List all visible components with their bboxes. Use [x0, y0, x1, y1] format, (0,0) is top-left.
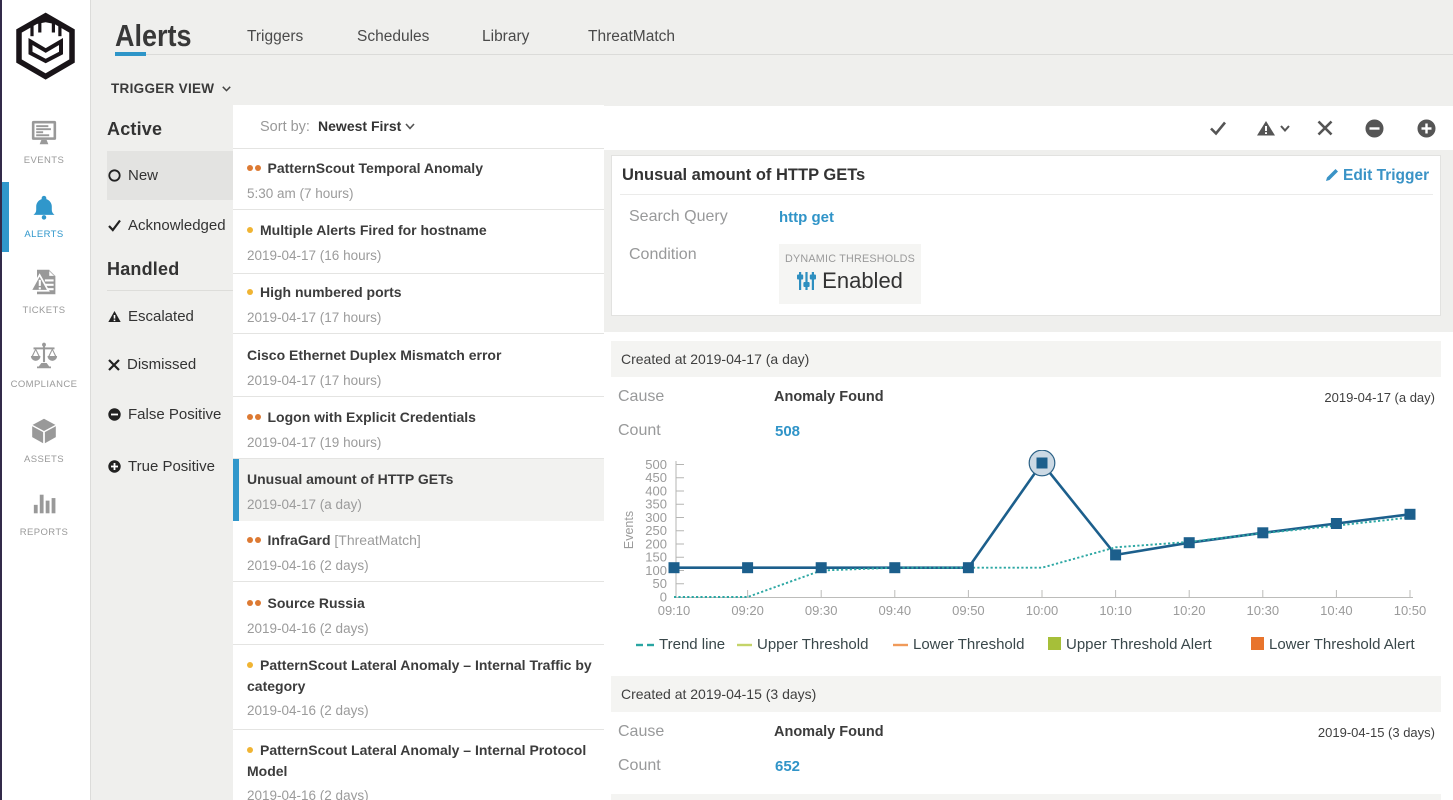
svg-text:50: 50	[653, 576, 667, 591]
svg-text:450: 450	[645, 470, 667, 485]
svg-text:09:50: 09:50	[952, 603, 985, 618]
svg-text:150: 150	[645, 550, 667, 565]
svg-text:10:00: 10:00	[1026, 603, 1059, 618]
svg-text:300: 300	[645, 510, 667, 525]
svg-text:09:40: 09:40	[879, 603, 912, 618]
svg-text:Events: Events	[622, 511, 636, 549]
svg-text:250: 250	[645, 523, 667, 538]
svg-text:10:30: 10:30	[1247, 603, 1280, 618]
svg-text:10:50: 10:50	[1394, 603, 1427, 618]
svg-text:09:30: 09:30	[805, 603, 838, 618]
svg-text:10:40: 10:40	[1320, 603, 1353, 618]
svg-text:10:20: 10:20	[1173, 603, 1206, 618]
svg-text:09:10: 09:10	[658, 603, 691, 618]
svg-text:0: 0	[660, 590, 667, 605]
svg-text:09:20: 09:20	[731, 603, 764, 618]
svg-text:10:10: 10:10	[1099, 603, 1132, 618]
svg-text:350: 350	[645, 497, 667, 512]
svg-text:200: 200	[645, 537, 667, 552]
svg-text:400: 400	[645, 484, 667, 499]
svg-text:100: 100	[645, 563, 667, 578]
svg-text:500: 500	[645, 457, 667, 472]
